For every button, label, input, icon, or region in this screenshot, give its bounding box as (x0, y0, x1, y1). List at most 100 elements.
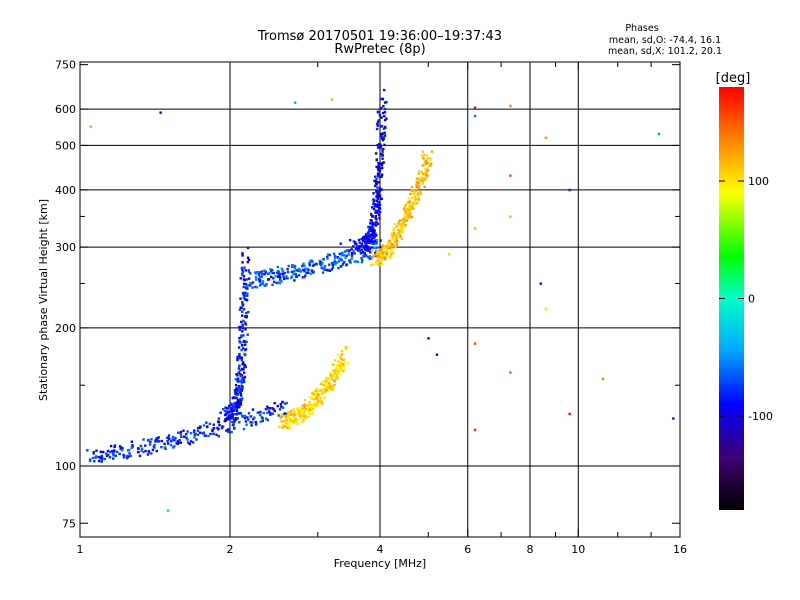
echo-point (234, 418, 238, 421)
echo-point (239, 297, 242, 300)
echo-point (293, 265, 297, 268)
echo-point (413, 196, 417, 199)
x-tick-label: 1 (77, 543, 84, 556)
echo-point (414, 198, 417, 201)
echo-point (325, 388, 328, 392)
echo-point (350, 257, 354, 260)
echo-point (333, 255, 337, 258)
echo-point (289, 419, 293, 422)
echo-point (251, 421, 254, 424)
echo-point (335, 364, 338, 367)
echo-point (244, 348, 247, 352)
echo-point (375, 178, 378, 181)
echo-point (242, 380, 246, 384)
echo-point (237, 364, 241, 368)
echo-point (404, 223, 407, 227)
echo-point (382, 136, 385, 139)
echo-point (241, 252, 244, 255)
echo-point (435, 353, 439, 356)
echo-point (362, 246, 366, 249)
grid-lines (80, 62, 680, 537)
echo-point (156, 440, 160, 443)
echo-point (232, 404, 236, 408)
echo-point (300, 408, 303, 411)
echo-point (374, 232, 377, 235)
echo-point (340, 364, 344, 367)
echo-point (106, 449, 110, 453)
echo-point (241, 330, 244, 333)
echo-point (234, 378, 238, 381)
echo-point (219, 411, 222, 414)
echo-point (544, 136, 548, 139)
echo-point (238, 355, 241, 358)
echo-point (302, 416, 306, 419)
echo-point (403, 212, 407, 215)
echo-point (408, 205, 411, 208)
echo-point (337, 367, 340, 370)
echo-point (241, 261, 244, 264)
echo-point (394, 245, 397, 249)
echo-point (279, 417, 282, 420)
echo-point (421, 150, 424, 153)
echo-point (144, 449, 147, 453)
echo-point (281, 423, 285, 427)
echo-point (363, 235, 367, 238)
echo-point (128, 452, 131, 455)
echo-point (373, 205, 377, 208)
data-points (86, 88, 675, 512)
echo-point (383, 111, 387, 114)
echo-point (257, 277, 261, 281)
echo-point (110, 449, 114, 453)
echo-point (377, 263, 381, 267)
echo-point (246, 256, 250, 259)
echo-point (342, 369, 345, 373)
echo-point (400, 237, 404, 241)
echo-point (157, 436, 160, 439)
echo-point (235, 413, 239, 416)
echo-point (238, 325, 241, 329)
echo-point (238, 405, 241, 408)
echo-point (237, 371, 240, 374)
echo-point (319, 261, 322, 265)
echo-point (380, 162, 383, 165)
echo-point (113, 445, 116, 449)
echo-point (227, 410, 231, 414)
echo-point (276, 275, 280, 278)
echo-point (308, 400, 311, 404)
echo-point (281, 400, 284, 404)
echo-point (374, 184, 377, 188)
echo-point (285, 276, 288, 280)
echo-point (286, 270, 290, 274)
echo-point (267, 278, 271, 281)
echo-point (382, 105, 385, 108)
echo-point (410, 215, 414, 219)
echo-point (247, 258, 251, 262)
echo-point (327, 377, 330, 380)
echo-point (390, 245, 394, 249)
echo-point (235, 403, 239, 407)
echo-point (317, 389, 321, 392)
echo-point (209, 432, 212, 436)
echo-point (374, 209, 378, 213)
echo-point (244, 321, 247, 325)
echo-point (382, 127, 386, 130)
echo-point (326, 387, 329, 391)
echo-point (225, 429, 228, 432)
echo-point (376, 124, 380, 127)
echo-point (280, 280, 283, 283)
echo-point (336, 368, 339, 372)
echo-point (215, 433, 218, 436)
echo-point (101, 450, 105, 454)
echo-point (355, 242, 358, 246)
echo-point (310, 260, 314, 264)
echo-point (378, 207, 382, 210)
echo-point (330, 383, 333, 386)
echo-point (259, 420, 263, 423)
echo-point (322, 391, 325, 394)
echo-point (473, 428, 477, 432)
echo-point (240, 273, 244, 276)
echo-point (321, 261, 324, 265)
echo-point (394, 233, 397, 237)
echo-point (380, 116, 383, 119)
echo-point (386, 249, 389, 253)
